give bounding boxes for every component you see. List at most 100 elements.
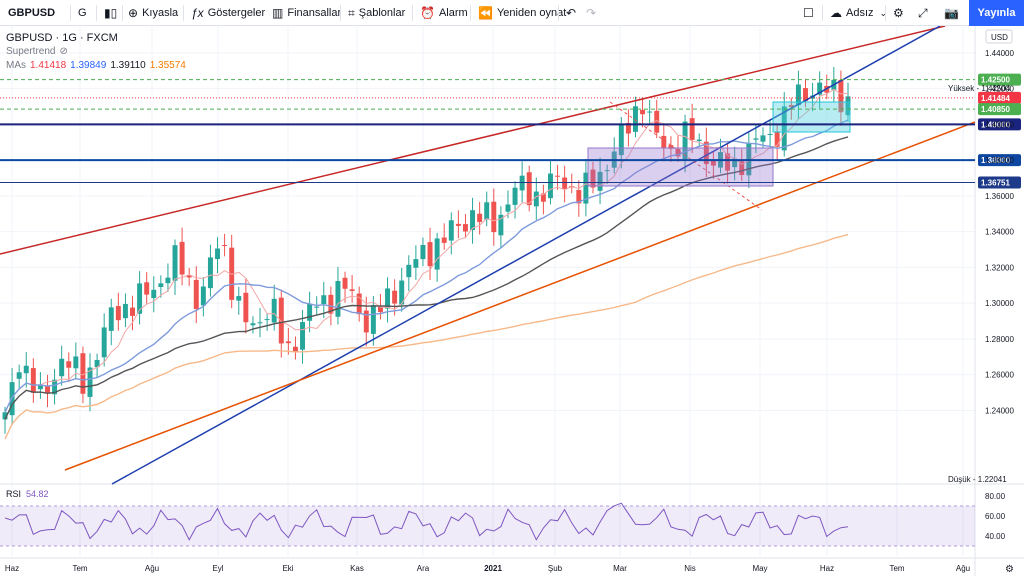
y-tick-label: 1.38000 bbox=[985, 156, 1014, 165]
axis-settings-icon[interactable]: ⚙ bbox=[1005, 564, 1014, 575]
candle-body bbox=[94, 359, 100, 368]
fullscreen-button[interactable]: ⤢ bbox=[918, 0, 932, 26]
candle-body bbox=[505, 204, 511, 212]
publish-button[interactable]: Yayınla bbox=[969, 0, 1024, 26]
rsi-tick-label: 60.00 bbox=[985, 512, 1006, 521]
candles bbox=[2, 67, 851, 434]
candle-body bbox=[292, 346, 298, 352]
candle-body bbox=[632, 106, 638, 132]
y-tick-label: 1.24000 bbox=[985, 406, 1014, 415]
undo-button[interactable]: ↶ bbox=[566, 0, 580, 26]
indicators-label: Göstergeler bbox=[207, 7, 266, 19]
divider bbox=[822, 5, 823, 21]
templates-icon: ⌗ bbox=[348, 5, 355, 20]
x-tick-label: Nis bbox=[684, 564, 696, 573]
redo-button[interactable]: ↷ bbox=[586, 0, 600, 26]
x-tick-label: Haz bbox=[820, 564, 834, 573]
candle-body bbox=[342, 277, 348, 289]
candle-body bbox=[448, 220, 454, 241]
candles-icon: ▮▯ bbox=[104, 6, 118, 20]
templates-button[interactable]: ⌗ Şablonlar bbox=[348, 0, 405, 26]
ma-value-1: 1.41418 bbox=[30, 60, 67, 71]
candle-body bbox=[108, 307, 114, 331]
rsi-tick-label: 40.00 bbox=[985, 532, 1006, 541]
eye-off-icon[interactable]: ⊘ bbox=[59, 46, 68, 57]
candle-body bbox=[370, 305, 376, 334]
price-chart[interactable]: 1.42500 1.41484 1.40850 1.40000 1.38000 1.367… bbox=[0, 26, 1024, 576]
candle-body bbox=[491, 201, 497, 233]
rsi-label: RSI bbox=[6, 489, 21, 499]
x-tick-label: Tem bbox=[72, 564, 87, 573]
candle-body bbox=[236, 296, 242, 301]
candle-body bbox=[16, 372, 22, 379]
divider bbox=[122, 5, 123, 21]
candle-body bbox=[760, 135, 766, 142]
candle-body bbox=[703, 141, 709, 165]
candle-body bbox=[682, 121, 688, 160]
snapshot-button[interactable]: 📷 bbox=[944, 0, 963, 26]
symbol-search[interactable]: GBPUSD bbox=[8, 0, 55, 26]
mas-row[interactable]: MAs 1.41418 1.39849 1.39110 1.35574 bbox=[6, 59, 186, 73]
replay-button[interactable]: ⏪ Yeniden oynat bbox=[478, 0, 566, 26]
ma-value-3: 1.39110 bbox=[110, 60, 146, 71]
x-tick-label: Eki bbox=[282, 564, 293, 573]
symbol-title-row: GBPUSD · 1G · FXCM bbox=[6, 31, 186, 45]
templates-label: Şablonlar bbox=[358, 7, 406, 19]
compare-button[interactable]: ⊕ Kıyasla bbox=[128, 0, 178, 26]
y-tick-label: 1.34000 bbox=[985, 228, 1014, 237]
ma-line-4 bbox=[4, 233, 849, 440]
candle-body bbox=[590, 169, 596, 188]
candle-body bbox=[271, 298, 277, 323]
alarm-button[interactable]: ⏰ Alarm bbox=[420, 0, 468, 26]
candle-body bbox=[137, 283, 143, 314]
price-label: 1.40000 bbox=[981, 120, 1010, 129]
candle-body bbox=[512, 187, 518, 205]
price-label-bg bbox=[978, 73, 1021, 86]
candle-body bbox=[533, 191, 539, 207]
top-toolbar: GBPUSD G ▮▯ ⊕ Kıyasla ƒx Göstergeler ▥ Fina… bbox=[0, 0, 1024, 26]
chart-legend: GBPUSD · 1G · FXCM Supertrend ⊘ MAs 1.414… bbox=[6, 31, 186, 73]
undo-icon: ↶ bbox=[566, 6, 577, 20]
candle-body bbox=[130, 307, 135, 316]
financials-button[interactable]: ▥ Finansallar bbox=[272, 0, 341, 26]
y-tick-label: 1.40000 bbox=[985, 120, 1014, 129]
candle-body bbox=[377, 306, 383, 313]
candle-body bbox=[229, 247, 235, 300]
candle-body bbox=[356, 293, 362, 315]
rsi-line bbox=[4, 502, 849, 541]
candle-body bbox=[278, 297, 284, 344]
ma-line-1 bbox=[4, 88, 849, 413]
supertrend-row[interactable]: Supertrend ⊘ bbox=[6, 45, 186, 59]
chevron-down-icon: ⌄ bbox=[879, 7, 888, 18]
candle-body bbox=[803, 88, 808, 101]
x-tick-label: Ara bbox=[417, 564, 430, 573]
candle-body bbox=[392, 290, 398, 304]
candle-body bbox=[66, 361, 72, 368]
plus-circle-icon: ⊕ bbox=[128, 6, 139, 20]
layout-name: Adsız bbox=[846, 7, 874, 19]
candle-body bbox=[87, 367, 93, 397]
x-tick-label: May bbox=[752, 564, 767, 573]
candle-body bbox=[774, 131, 780, 147]
price-label: 1.41484 bbox=[981, 94, 1010, 103]
price-label-bg bbox=[978, 176, 1021, 189]
high-label: Yüksek - 1.42504 bbox=[948, 84, 1011, 93]
candle-body bbox=[562, 177, 568, 190]
candle-body bbox=[45, 386, 50, 393]
chart-type-button[interactable]: ▮▯ bbox=[104, 0, 121, 26]
layout-select-button[interactable]: ☐ bbox=[803, 0, 818, 26]
save-layout-button[interactable]: ☁ Adsız ⌄ bbox=[830, 0, 887, 26]
interval-button[interactable]: G bbox=[78, 0, 87, 26]
candle-body bbox=[2, 412, 8, 420]
settings-button[interactable]: ⚙ bbox=[893, 0, 908, 26]
indicators-button[interactable]: ƒx Göstergeler bbox=[191, 0, 265, 26]
candle-body bbox=[179, 241, 185, 275]
candle-body bbox=[441, 237, 447, 243]
chart-title: GBPUSD · 1G · FXCM bbox=[6, 32, 118, 44]
candle-body bbox=[250, 323, 256, 326]
x-tick-label: Eyl bbox=[212, 564, 223, 573]
price-label: 1.40850 bbox=[981, 105, 1010, 114]
price-label: 1.38000 bbox=[981, 156, 1010, 165]
bars-icon: ▥ bbox=[272, 6, 284, 20]
y-tick-label: 1.44000 bbox=[985, 49, 1014, 58]
